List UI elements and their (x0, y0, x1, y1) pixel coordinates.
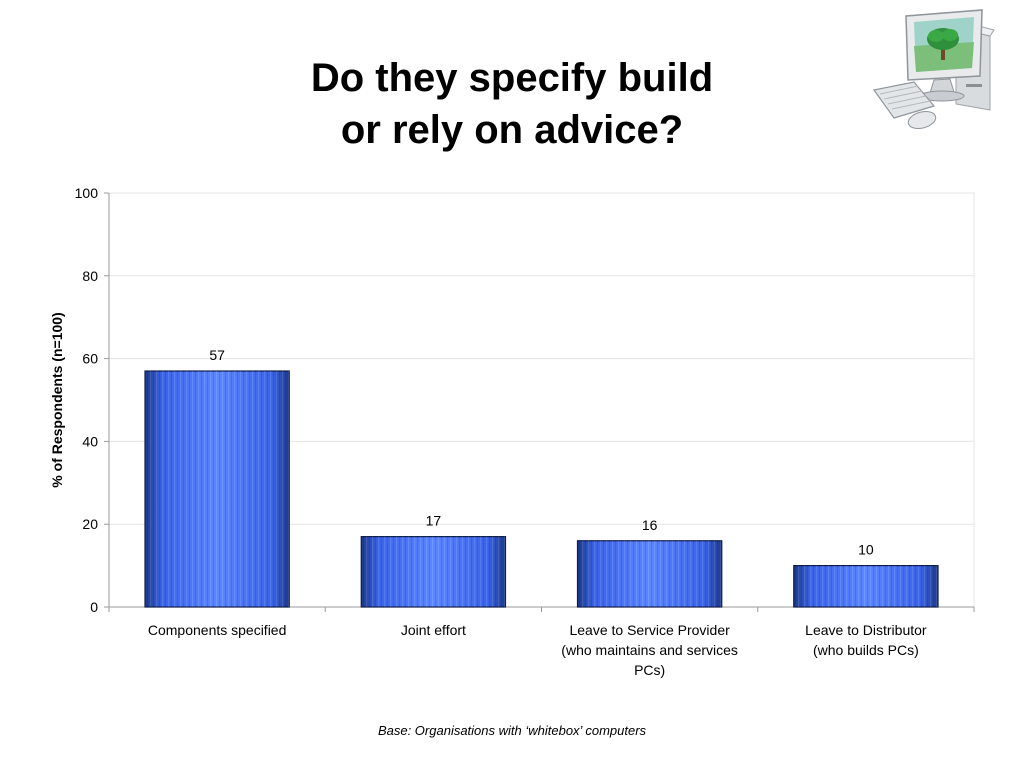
bar-texture (145, 371, 290, 607)
x-tick-label-line: PCs) (634, 662, 665, 678)
x-tick-label-line: (who builds PCs) (813, 642, 919, 658)
data-label: 16 (642, 517, 658, 533)
x-tick-label-line: Components specified (148, 622, 287, 638)
bar-texture (577, 540, 722, 607)
bar-texture (793, 565, 938, 607)
footnote: Base: Organisations with ‘whitebox’ comp… (377, 723, 647, 738)
x-tick-labels: Components specified Joint effort Leave to… (148, 622, 927, 678)
data-label: 10 (858, 542, 874, 558)
y-tick-label: 20 (82, 516, 98, 532)
slide-title: Do they specify build or rely on advice? (200, 52, 824, 156)
bars (144, 370, 939, 608)
x-tick-label-line: Leave to Service Provider (569, 622, 730, 638)
data-label: 57 (209, 347, 225, 363)
x-tick-label: Joint effort (401, 622, 466, 638)
x-tick-label: Leave to Distributor (who builds PCs) (805, 622, 927, 658)
y-tick-label: 0 (90, 599, 98, 615)
slide-title-line-2: or rely on advice? (340, 108, 684, 152)
y-tick-label: 40 (82, 433, 98, 449)
bar-texture (361, 536, 506, 607)
y-tick-label: 80 (82, 268, 98, 284)
x-tick-label-line: (who maintains and services (561, 642, 738, 658)
x-tick-label-line: Leave to Distributor (805, 622, 927, 638)
y-tick-label: 100 (75, 185, 99, 201)
x-tick-label-line: Joint effort (401, 622, 466, 638)
desktop-computer-icon (872, 9, 995, 130)
data-labels: 57 17 16 10 (209, 347, 874, 558)
y-axis-label: % of Respondents (n=100) (49, 312, 65, 487)
x-tick-label: Components specified (148, 622, 287, 638)
data-label: 17 (426, 513, 442, 529)
x-tick-label: Leave to Service Provider (who maintains … (561, 622, 738, 678)
slide-title-line-1: Do they specify build (310, 56, 714, 100)
y-tick-label: 60 (82, 351, 98, 367)
y-tick-labels: 0 20 40 60 80 100 (75, 185, 99, 615)
